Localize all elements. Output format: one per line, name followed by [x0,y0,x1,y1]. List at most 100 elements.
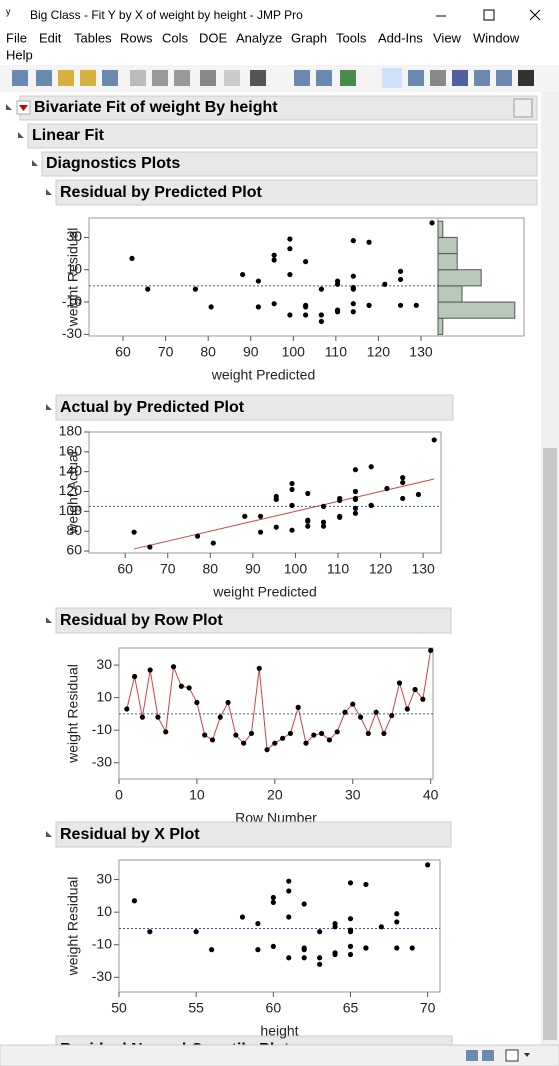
status-dropdown[interactable] [524,1053,530,1057]
y-tick-label: 30 [66,228,82,244]
menu-item[interactable]: Add-Ins [378,30,423,45]
x-tick-label: 110 [327,561,350,577]
point [397,276,404,283]
disclosure[interactable] [46,189,52,195]
outline-header[interactable] [55,607,452,634]
point [425,862,431,868]
title-bar [0,0,559,32]
menu-item[interactable]: Tools [336,30,367,45]
tool-icon[interactable] [430,70,446,86]
tool-icon[interactable] [80,70,96,86]
point [124,706,130,712]
tool-icon[interactable] [174,70,190,86]
point [129,255,135,262]
x-tick-label: 90 [245,561,261,577]
point [289,480,295,487]
tool-icon[interactable] [474,70,490,86]
point [318,286,324,292]
tool-icon[interactable] [12,70,28,86]
status-icon[interactable] [482,1050,494,1061]
tool-icon[interactable] [382,68,402,88]
point [404,706,410,712]
menu-item[interactable]: Edit [39,30,62,45]
star-button[interactable] [513,98,533,118]
menu-item[interactable]: File [6,30,27,45]
x-tick-label: 55 [188,1000,204,1016]
tool-icon[interactable] [58,70,74,86]
point [131,673,138,680]
y-tick-label: 60 [66,542,82,558]
point [289,486,295,493]
tool-icon[interactable] [452,70,468,86]
histogram-bar [437,285,463,303]
point [363,945,369,951]
tool-icon[interactable] [518,70,534,86]
y-tick-label: -30 [92,753,112,769]
menu-item[interactable]: Window [473,30,520,45]
status-icon[interactable] [466,1050,478,1061]
tool-icon[interactable] [294,70,310,86]
disclosure[interactable] [32,160,38,166]
point [382,281,388,287]
menu-item[interactable]: Tables [74,30,112,45]
y-tick-label: 160 [59,443,83,459]
point [241,740,247,746]
tool-icon[interactable] [340,70,356,86]
histogram-bar [437,269,482,287]
menu-item[interactable]: Graph [291,30,327,45]
tool-icon[interactable] [130,70,146,86]
menu-item[interactable]: Cols [162,30,189,45]
menu-item[interactable]: View [433,30,462,45]
histogram-bar [437,317,444,335]
status-icon[interactable] [505,1049,519,1062]
disclosure[interactable] [46,617,52,623]
fit-line [134,478,435,550]
x-tick-label: 130 [409,344,433,360]
disclosure[interactable] [6,104,12,110]
tool-icon[interactable] [36,70,52,86]
point [289,527,295,533]
tool-icon[interactable] [224,70,240,86]
y-tick-label: -10 [62,293,82,309]
point [287,246,293,252]
outline-header[interactable] [55,394,454,421]
close[interactable] [529,9,541,21]
maximize[interactable] [483,9,495,21]
outline-header[interactable] [41,151,538,177]
y-tick-label: 30 [96,656,112,672]
point [145,286,151,292]
tool-icon[interactable] [200,70,216,86]
y-tick-label: -30 [92,968,112,984]
tool-icon[interactable] [102,70,118,86]
point [255,947,261,953]
x-axis-label: height [260,1023,298,1039]
point [350,284,356,291]
menu-item[interactable]: DOE [199,30,228,45]
tool-icon[interactable] [152,70,168,86]
point [305,518,311,524]
x-tick-label: 70 [158,344,174,360]
x-tick-label: 50 [111,1000,127,1016]
point [394,945,400,951]
outline-header[interactable] [55,821,452,848]
outline-header[interactable] [55,179,538,206]
point [415,491,422,498]
menu-item[interactable]: Help [6,47,33,62]
point [287,236,293,242]
tool-icon[interactable] [496,70,512,86]
menu-item[interactable]: Analyze [236,30,282,45]
tool-icon[interactable] [250,70,266,86]
menu-item[interactable]: Rows [120,30,153,45]
disclosure[interactable] [18,132,24,138]
tool-icon[interactable] [408,70,424,86]
disclosure[interactable] [46,404,52,410]
disclosure[interactable] [46,831,52,837]
outline-header[interactable] [27,123,538,149]
outline-header[interactable] [19,95,538,121]
scroll-thumb[interactable] [543,448,557,1040]
y-tick-label: -10 [92,935,112,951]
plot-title: Residual by Predicted Plot [60,184,263,201]
status-bar [0,1044,559,1066]
histogram-bar [437,301,516,319]
tool-icon[interactable] [316,70,332,86]
